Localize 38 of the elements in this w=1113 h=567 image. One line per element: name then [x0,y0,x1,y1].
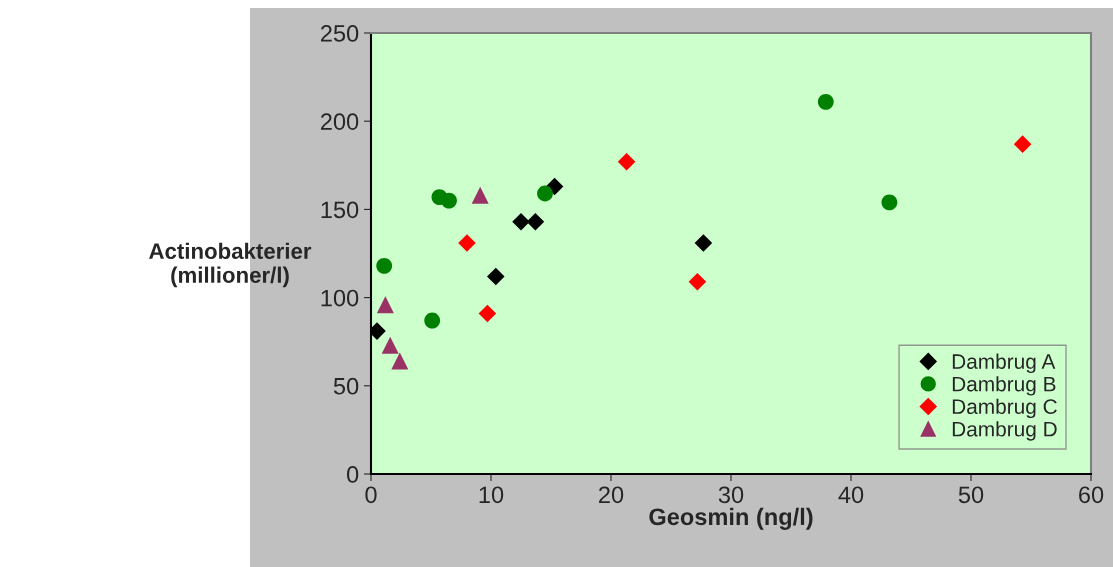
y-axis-title: Actinobakterier (millioner/l) [149,242,312,288]
point [512,212,530,231]
x-tick-label: 0 [365,486,377,504]
y-tick-label: 150 [321,201,359,219]
point [478,304,497,323]
point [458,234,476,252]
legend-label: Dambrug D [952,421,1057,441]
point [1013,135,1032,153]
y-tick-label: 250 [320,25,359,42]
x-axis-title: Geosmin (ng/l) [649,507,813,530]
point [424,312,441,329]
point [694,234,713,252]
x-tick-label: 50 [958,486,984,504]
y-tick-label: 50 [333,377,359,395]
point [471,186,489,204]
x-tick-label: 20 [599,486,624,504]
point [391,352,409,370]
x-tick-label: 60 [1079,486,1104,504]
x-tick-label: 30 [718,486,744,504]
legend-label: Dambrug A [952,353,1056,374]
point [381,336,399,354]
point [688,272,707,291]
y-tick-label: 200 [320,113,359,130]
point [537,185,553,202]
legend-label: Dambrug C [952,398,1057,419]
x-tick-label: 40 [838,486,864,504]
point [376,296,394,314]
x-tick-label: 10 [479,486,504,504]
y-tick-label: 100 [321,289,359,307]
point [881,194,898,211]
legend-label: Dambrug B [952,376,1056,396]
point [526,212,545,231]
point [441,192,457,209]
point [487,267,505,286]
point [376,257,393,274]
point [617,152,636,171]
point [817,93,834,110]
y-tick-label: 0 [346,466,359,483]
